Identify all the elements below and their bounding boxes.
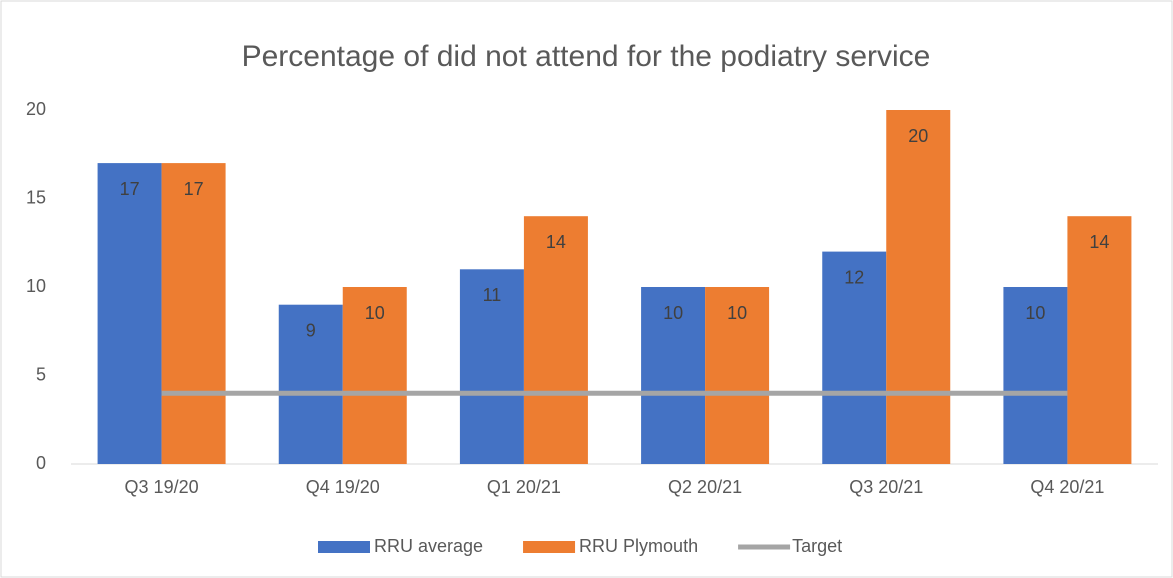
data-label: 10 <box>1025 303 1045 323</box>
x-tick-label: Q4 20/21 <box>1030 477 1104 497</box>
legend-label: RRU Plymouth <box>579 536 698 556</box>
legend-label: RRU average <box>374 536 483 556</box>
data-label: 11 <box>483 285 502 305</box>
data-label: 14 <box>1089 232 1109 252</box>
legend-swatch <box>523 541 576 553</box>
x-tick-label: Q1 20/21 <box>487 477 561 497</box>
bar <box>705 287 770 464</box>
data-label: 14 <box>546 232 566 252</box>
x-tick-label: Q3 20/21 <box>849 477 923 497</box>
bar <box>459 269 524 464</box>
bar <box>886 110 951 464</box>
y-tick-label: 15 <box>26 187 46 207</box>
bar <box>1067 216 1132 464</box>
y-tick-label: 10 <box>26 276 46 296</box>
bar <box>641 287 706 464</box>
data-label: 12 <box>844 267 864 287</box>
bar <box>523 216 588 464</box>
data-label: 9 <box>306 320 316 340</box>
data-label: 10 <box>727 303 747 323</box>
data-label: 10 <box>663 303 683 323</box>
bar <box>278 304 343 464</box>
data-label: 20 <box>908 126 928 146</box>
data-label: 17 <box>184 179 204 199</box>
y-tick-label: 5 <box>36 364 46 384</box>
bar <box>97 163 162 464</box>
bar <box>342 287 407 464</box>
y-tick-label: 20 <box>26 99 46 119</box>
x-tick-label: Q4 19/20 <box>306 477 380 497</box>
bar <box>1003 287 1068 464</box>
legend-swatch <box>318 541 370 553</box>
legend-label: Target <box>792 536 842 556</box>
x-tick-label: Q3 19/20 <box>125 477 199 497</box>
x-tick-label: Q2 20/21 <box>668 477 742 497</box>
chart-title: Percentage of did not attend for the pod… <box>242 40 931 73</box>
data-label: 17 <box>120 179 140 199</box>
y-tick-label: 0 <box>36 453 46 473</box>
data-label: 10 <box>365 303 385 323</box>
bar <box>161 163 226 464</box>
bar <box>822 251 887 464</box>
